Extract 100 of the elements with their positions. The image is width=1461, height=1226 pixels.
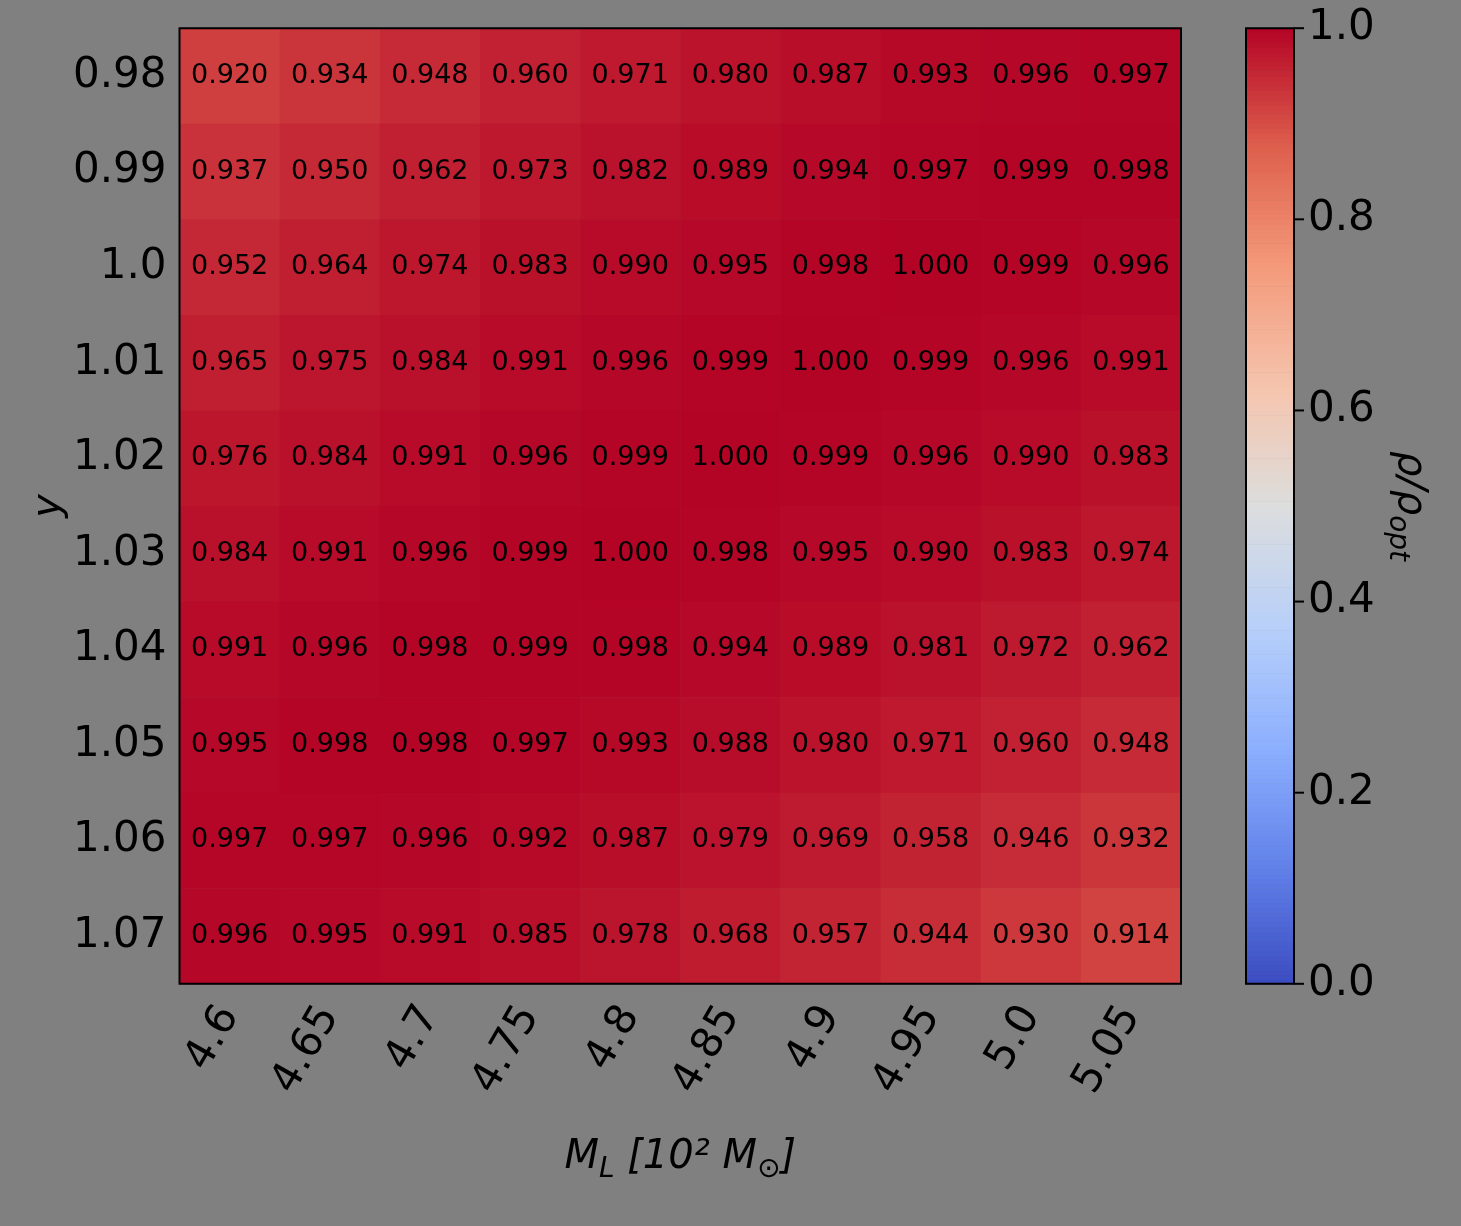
data-label: 0.996	[291, 631, 369, 663]
data-label: 0.997	[190, 822, 269, 854]
data-label: 0.946	[992, 822, 1070, 854]
data-label: 0.964	[291, 249, 369, 281]
data-label: 0.997	[891, 153, 970, 185]
data-label: 0.996	[491, 440, 569, 472]
data-label: 0.996	[992, 58, 1070, 89]
data-label: 0.990	[591, 249, 669, 281]
data-label: 0.999	[491, 631, 569, 663]
data-label: 0.914	[1092, 918, 1170, 950]
color-bar-label: 0.4	[1308, 573, 1375, 623]
data-label: 0.997	[1092, 58, 1170, 89]
color-bar-label: 0.0	[1308, 955, 1375, 1005]
data-label: 0.934	[291, 58, 369, 89]
x-tick-label: 4.6	[171, 995, 248, 1078]
data-label: 1.000	[791, 344, 870, 376]
data-label: 0.993	[591, 726, 669, 758]
data-label: 0.971	[591, 58, 669, 89]
data-label: 0.987	[791, 58, 870, 89]
data-label: 0.987	[591, 822, 669, 854]
data-label: 0.960	[992, 726, 1070, 758]
data-label: 0.985	[491, 918, 569, 950]
data-label: 0.994	[791, 153, 870, 185]
x-tick-label: 5.0	[973, 995, 1049, 1078]
data-label: 0.948	[1092, 726, 1170, 758]
data-label: 0.948	[391, 58, 469, 89]
data-label: 0.984	[190, 535, 269, 567]
data-label: 1.000	[691, 440, 769, 472]
data-label: 0.995	[190, 726, 269, 758]
data-label: 0.974	[391, 249, 469, 281]
data-label: 0.972	[992, 631, 1070, 663]
data-label: 1.000	[891, 249, 970, 281]
data-label: 0.999	[491, 535, 569, 567]
data-label: 0.996	[1092, 249, 1170, 281]
data-label: 0.997	[491, 726, 569, 758]
data-label: 0.920	[190, 58, 269, 89]
data-label: 0.991	[1092, 344, 1170, 376]
data-label: 0.978	[591, 918, 669, 950]
y-tick-label: 1.06	[73, 812, 167, 862]
data-label: 0.984	[291, 440, 369, 472]
y-tick-label: 1.01	[73, 334, 167, 384]
y-tick-label: 1.04	[73, 621, 167, 671]
data-label: 0.975	[291, 344, 369, 376]
data-label: 0.998	[591, 631, 669, 663]
y-tick-label: 0.98	[73, 47, 167, 97]
data-label: 0.994	[691, 631, 769, 663]
data-label: 0.958	[891, 822, 970, 854]
data-label: 0.990	[992, 440, 1070, 472]
data-label: 0.974	[1092, 535, 1170, 567]
data-label: 0.980	[791, 726, 870, 758]
data-label: 0.952	[190, 249, 269, 281]
data-label: 0.991	[391, 440, 469, 472]
data-label: 0.968	[691, 918, 769, 950]
data-label: 0.981	[891, 631, 970, 663]
data-label: 0.991	[391, 918, 469, 950]
data-label: 0.989	[691, 153, 769, 185]
x-tick-label: 4.7	[372, 995, 448, 1078]
data-label: 0.998	[391, 726, 469, 758]
data-label: 0.995	[691, 249, 769, 281]
data-label: 0.999	[992, 153, 1070, 185]
data-label: 0.930	[992, 918, 1070, 950]
y-tick-label: 1.07	[73, 907, 167, 957]
data-label: 0.932	[1092, 822, 1170, 854]
data-label: 0.937	[190, 153, 269, 185]
data-label: 0.980	[691, 58, 769, 89]
data-label: 0.996	[190, 918, 269, 950]
data-label: 0.984	[391, 344, 469, 376]
data-label: 0.969	[791, 822, 870, 854]
y-tick-label: 1.05	[73, 716, 167, 766]
data-label: 0.998	[791, 249, 870, 281]
data-label: 0.991	[190, 631, 269, 663]
data-label: 0.957	[791, 918, 870, 950]
y-tick-label: 1.03	[73, 525, 167, 575]
data-label: 0.998	[1092, 153, 1170, 185]
data-label: 0.960	[491, 58, 569, 89]
data-label: 0.950	[291, 153, 369, 185]
data-label: 0.996	[891, 440, 970, 472]
data-label: 0.995	[791, 535, 870, 567]
y-tick-label: 1.02	[73, 430, 167, 480]
data-label: 0.996	[391, 822, 469, 854]
data-label: 0.997	[291, 822, 369, 854]
data-label: 0.991	[291, 535, 369, 567]
data-label: 0.999	[891, 344, 970, 376]
data-label: 0.962	[391, 153, 469, 185]
data-label: 0.944	[891, 918, 970, 950]
data-label: 0.965	[190, 344, 269, 376]
x-tick-label: 4.9	[772, 995, 849, 1078]
data-label: 0.992	[491, 822, 569, 854]
data-label: 0.996	[391, 535, 469, 567]
data-label: 0.999	[992, 249, 1070, 281]
data-label: 0.989	[791, 631, 870, 663]
color-bar-label: 1.0	[1308, 0, 1375, 50]
data-label: 0.999	[591, 440, 669, 472]
y-tick-label: 1.0	[99, 239, 167, 289]
data-label: 0.979	[691, 822, 769, 854]
color-bar-title: ρ/ρopt	[1382, 450, 1436, 563]
data-label: 0.996	[591, 344, 669, 376]
data-label: 0.983	[1092, 440, 1170, 472]
data-label: 1.000	[591, 535, 669, 567]
y-tick-label: 0.99	[73, 143, 167, 193]
